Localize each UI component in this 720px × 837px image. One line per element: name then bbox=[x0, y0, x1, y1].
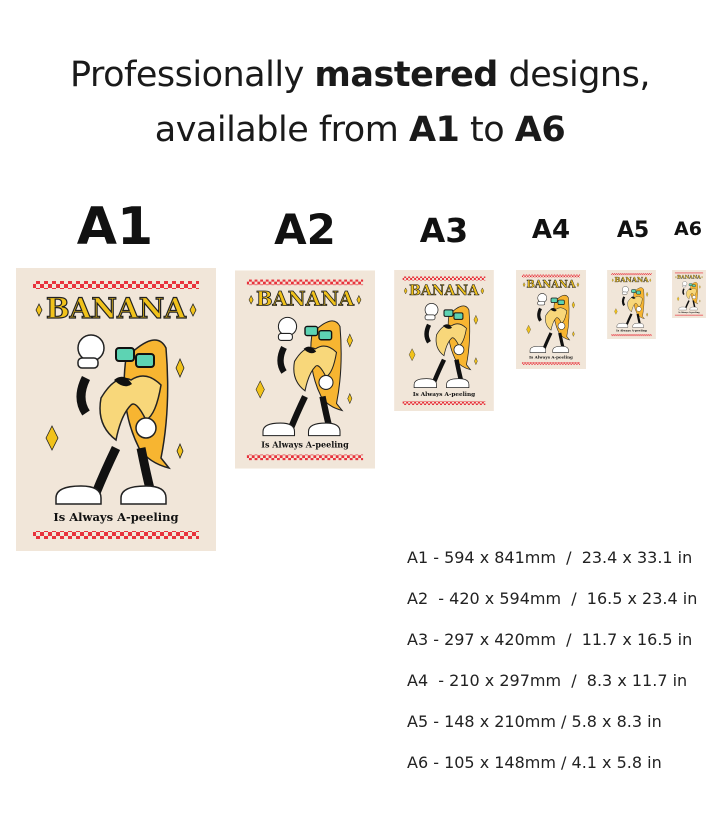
headline-bold: mastered bbox=[314, 55, 498, 95]
size-label-a1: A1 bbox=[76, 197, 154, 257]
headline-bold: A1 bbox=[408, 110, 460, 150]
poster-a4 bbox=[516, 270, 586, 369]
headline-text: Professionally bbox=[70, 55, 315, 95]
size-spec-a5: A5 - 148 x 210mm / 5.8 x 8.3 in bbox=[407, 712, 662, 731]
poster-a2 bbox=[235, 270, 375, 469]
size-label-a2: A2 bbox=[274, 205, 336, 254]
size-spec-a2: A2 - 420 x 594mm / 16.5 x 23.4 in bbox=[407, 589, 698, 608]
poster-a6 bbox=[672, 270, 706, 318]
headline-text: designs, bbox=[497, 55, 651, 95]
size-spec-a3: A3 - 297 x 420mm / 11.7 x 16.5 in bbox=[407, 630, 693, 649]
size-spec-a1: A1 - 594 x 841mm / 23.4 x 33.1 in bbox=[407, 548, 693, 567]
poster-a5 bbox=[607, 270, 656, 339]
headline-bold: A6 bbox=[514, 110, 566, 150]
headline-line-2: available from A1 to A6 bbox=[0, 105, 720, 155]
size-label-a6: A6 bbox=[674, 218, 702, 240]
headline-line-1: Professionally mastered designs, bbox=[0, 50, 720, 100]
size-spec-a4: A4 - 210 x 297mm / 8.3 x 11.7 in bbox=[407, 671, 688, 690]
headline-text: available from bbox=[154, 110, 409, 150]
size-label-a3: A3 bbox=[419, 211, 469, 250]
poster-a1 bbox=[16, 268, 216, 551]
headline-text: to bbox=[459, 110, 515, 150]
size-spec-a6: A6 - 105 x 148mm / 4.1 x 5.8 in bbox=[407, 753, 662, 772]
size-label-a4: A4 bbox=[531, 215, 571, 245]
poster-a3 bbox=[394, 270, 494, 411]
size-label-a5: A5 bbox=[616, 218, 650, 243]
